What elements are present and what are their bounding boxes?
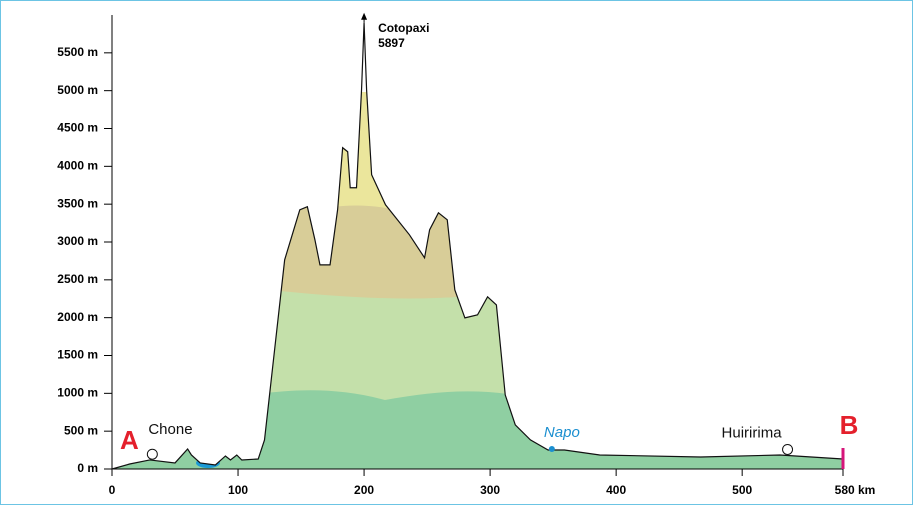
x-tick-label: 400	[606, 483, 626, 497]
place-marker	[782, 443, 794, 455]
place-label: Huiririma	[722, 424, 783, 441]
x-tick-label: 580 km	[835, 483, 876, 497]
place-marker	[548, 446, 555, 453]
plot: 0 m 500 m 1000 m 1500 m 2000 m 2500 m 3000 m 35…	[57, 12, 876, 497]
end-label: B	[840, 410, 859, 440]
profile-line	[111, 22, 844, 470]
x-tick-label: 500	[732, 483, 752, 497]
peak-value: 5897	[378, 36, 405, 50]
y-tick-label: 500 m	[64, 423, 98, 437]
x-tick-label: 0	[109, 483, 116, 497]
y-tick-label: 5500 m	[57, 45, 98, 59]
x-tick-label: 300	[480, 483, 500, 497]
peak-arrowhead	[361, 12, 368, 20]
place-label: Napo	[544, 424, 580, 441]
x-tick-label: 200	[354, 483, 374, 497]
place-marker	[146, 448, 158, 460]
y-tick-label: 4500 m	[57, 121, 98, 135]
y-tick-label: 5000 m	[57, 83, 98, 97]
y-tick-label: 2500 m	[57, 272, 98, 286]
y-tick-label: 2000 m	[57, 310, 98, 324]
place-label: Chone	[148, 421, 192, 438]
y-tick-label: 1000 m	[57, 386, 98, 400]
y-tick-label: 3500 m	[57, 196, 98, 210]
y-tick-label: 4000 m	[57, 159, 98, 173]
y-tick-label: 1500 m	[57, 348, 98, 362]
start-label: A	[120, 425, 139, 455]
y-tick-label: 0 m	[77, 461, 98, 475]
x-tick-label: 100	[228, 483, 248, 497]
y-tick-label: 3000 m	[57, 234, 98, 248]
peak-name: Cotopaxi	[378, 21, 429, 35]
